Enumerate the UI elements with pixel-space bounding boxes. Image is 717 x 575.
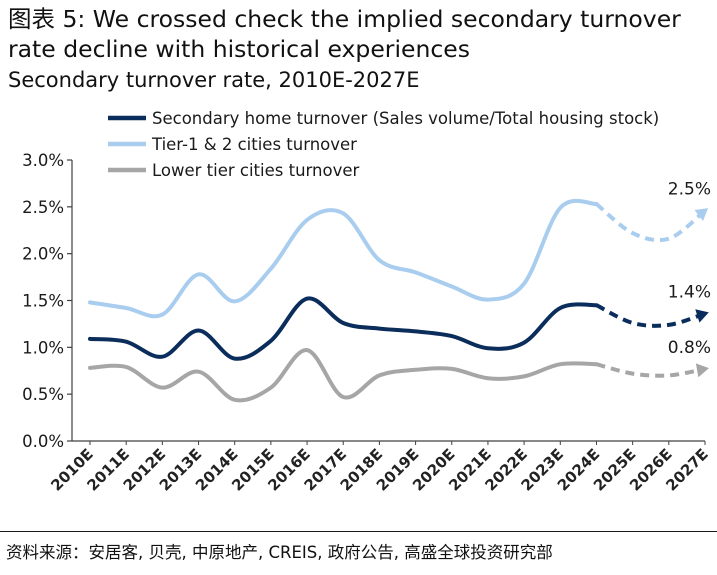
chart-subtitle: Secondary turnover rate, 2010E-2027E (8, 68, 420, 92)
series-lines (88, 198, 709, 403)
chart-title: 图表 5: We crossed check the implied secon… (8, 5, 681, 63)
end-labels: 1.4% 2.5% 0.8% (668, 180, 711, 358)
series-line-projection (595, 202, 707, 243)
y-tick-label: 1.5% (22, 292, 64, 311)
end-value-label: 0.8% (668, 338, 711, 358)
y-tick-label: 1.0% (22, 338, 64, 357)
y-tick-label: 0.5% (22, 385, 64, 404)
end-value-label: 2.5% (668, 180, 711, 200)
series-line-actual (88, 198, 599, 319)
footer-divider (0, 531, 717, 532)
x-axis: 2010E2011E2012E2013E2014E2015E2016E2017E… (47, 440, 712, 495)
y-axis: 0.0% 0.5% 1.0% 1.5% 2.0% 2.5% 3.0% (22, 151, 73, 451)
series-line-actual (88, 296, 599, 361)
legend: Secondary home turnover (Sales volume/To… (108, 109, 659, 180)
legend-label: Lower tier cities turnover (152, 161, 359, 180)
series-line-projection (595, 362, 706, 378)
legend-label: Secondary home turnover (Sales volume/To… (152, 109, 659, 128)
y-tick-label: 2.5% (22, 198, 64, 217)
legend-label: Tier-1 & 2 cities turnover (151, 135, 357, 154)
series-line-projection (595, 303, 706, 328)
y-tick-label: 0.0% (22, 432, 64, 451)
series-arrow-head (695, 309, 709, 323)
series-line-actual (88, 348, 599, 403)
line-chart: Secondary home turnover (Sales volume/To… (22, 109, 712, 495)
y-tick-label: 2.0% (22, 245, 64, 264)
end-value-label: 1.4% (668, 283, 711, 303)
y-tick-label: 3.0% (22, 151, 64, 170)
series-arrow-head (695, 363, 709, 378)
series-arrow-head (694, 208, 709, 222)
source-note: 资料来源：安居客, 贝壳, 中原地产, CREIS, 政府公告, 高盛全球投资研… (6, 543, 553, 562)
